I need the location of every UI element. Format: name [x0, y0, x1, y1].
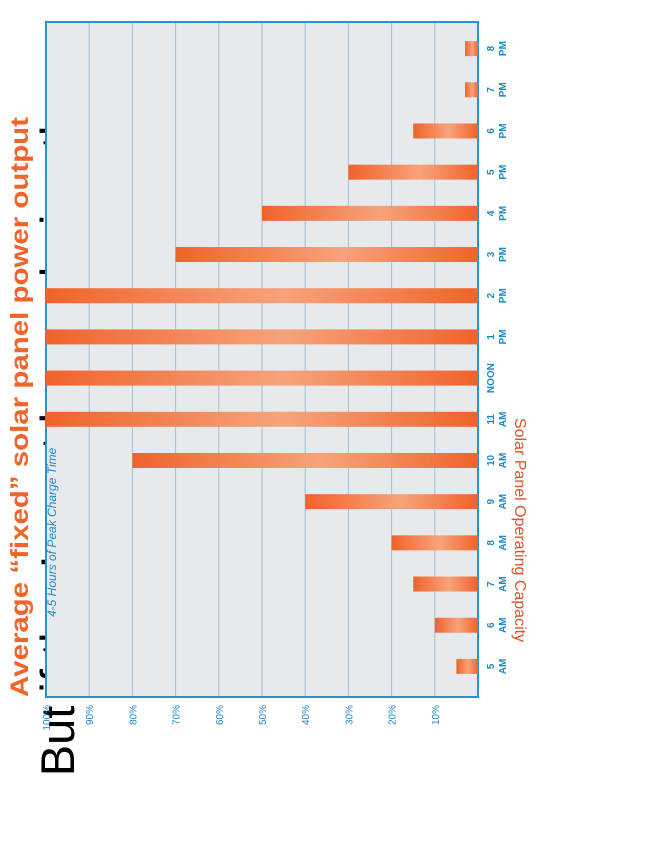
x-tick-label-bottom: PM	[498, 123, 509, 138]
x-tick-label-bottom: AM	[498, 617, 509, 633]
bar	[413, 123, 479, 139]
y-tick-label: 20%	[388, 705, 399, 725]
bar	[465, 82, 479, 98]
bar	[46, 329, 478, 345]
bar	[305, 494, 479, 510]
y-tick-label: 100%	[42, 705, 53, 731]
x-tick-label-bottom: PM	[498, 206, 509, 221]
x-tick-label-top: 6	[486, 128, 497, 134]
bar	[175, 247, 478, 263]
x-tick-label-top: 2	[486, 293, 497, 299]
x-tick-label-top: 8	[486, 45, 497, 51]
bar	[434, 617, 478, 633]
x-tick-label-top: 7	[486, 87, 497, 93]
x-tick-label-top: 7	[486, 581, 497, 587]
x-tick-label-bottom: AM	[498, 659, 509, 675]
x-tick-label-bottom: AM	[498, 494, 509, 510]
plot-frame	[45, 21, 479, 698]
x-tick-label-bottom: AM	[498, 412, 509, 428]
bar	[456, 658, 478, 674]
bar	[132, 452, 478, 468]
chart-subtitle: 4-5 Hours of Peak Charge Time	[45, 447, 59, 617]
y-tick-label: 50%	[258, 705, 269, 725]
x-tick-label-bottom: AM	[498, 453, 509, 469]
x-tick-label-top: 4	[486, 210, 497, 216]
x-tick-label-bottom: PM	[498, 82, 509, 97]
bar	[465, 41, 479, 57]
chart-title: Average “fixed” solar panel power output	[6, 116, 34, 697]
x-tick-label-top: 11	[486, 414, 497, 425]
y-tick-label: 80%	[128, 705, 139, 725]
y-tick-label: 30%	[344, 705, 355, 725]
bar	[391, 535, 479, 551]
x-tick-label-bottom: PM	[498, 41, 509, 56]
x-tick-label-top: NOON	[486, 363, 497, 393]
x-tick-label-bottom: PM	[498, 329, 509, 344]
x-tick-label-top: 3	[486, 251, 497, 257]
y-tick-label: 90%	[85, 705, 96, 725]
x-tick-label-bottom: AM	[498, 535, 509, 551]
y-axis-label: Solar Panel Operating Capacity	[511, 418, 528, 642]
bar	[46, 288, 478, 304]
bar	[262, 205, 478, 221]
x-tick-label-top: 9	[486, 498, 497, 504]
x-tick-label-top: 10	[486, 454, 497, 466]
bar	[348, 164, 478, 180]
x-tick-label-bottom: PM	[498, 247, 509, 262]
bar	[413, 576, 479, 592]
y-tick-label: 40%	[301, 705, 312, 725]
bar	[46, 370, 478, 386]
x-tick-label-bottom: PM	[498, 288, 509, 303]
y-tick-label: 70%	[172, 705, 183, 725]
y-tick-label: 60%	[215, 705, 226, 725]
x-tick-label-top: 5	[486, 663, 497, 669]
x-tick-label-top: 1	[486, 334, 497, 340]
x-tick-label-bottom: PM	[498, 165, 509, 180]
x-tick-label-top: 5	[486, 169, 497, 175]
x-tick-label-top: 8	[486, 540, 497, 546]
bar	[46, 411, 478, 427]
x-tick-label-bottom: AM	[498, 576, 509, 592]
x-tick-label-top: 6	[486, 622, 497, 628]
y-tick-label: 10%	[431, 705, 442, 725]
